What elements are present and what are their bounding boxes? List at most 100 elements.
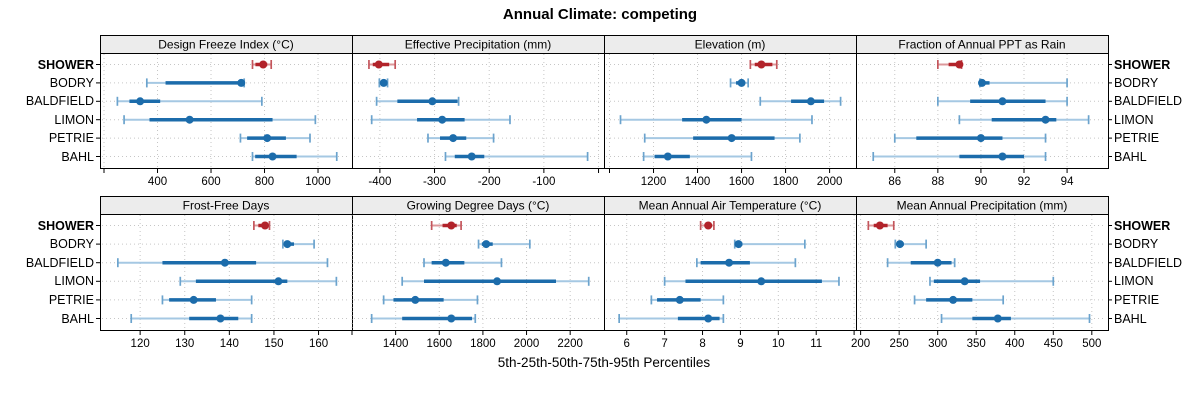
axis-tick-label: 250 <box>890 338 909 350</box>
row-label-bahl: BAHL <box>61 149 94 164</box>
axis-tick-label: 1800 <box>773 176 799 188</box>
panel-strip-title: Design Freeze Index (°C) <box>158 38 294 52</box>
median-dot <box>702 115 711 124</box>
median-dot <box>220 258 229 267</box>
axis-tick-label: 1600 <box>426 338 452 350</box>
median-dot <box>875 221 884 230</box>
axis-tick-label: 200 <box>851 338 870 350</box>
row-label-petrie: PETRIE <box>48 292 94 307</box>
row-label-baldfield: BALDFIELD <box>1114 255 1183 270</box>
median-dot <box>895 240 904 249</box>
axis-tick-label: 90 <box>975 176 988 188</box>
row-label-limon: LIMON <box>1114 274 1154 289</box>
axis-tick-label: 88 <box>931 176 944 188</box>
panel-strip-title: Effective Precipitation (mm) <box>405 38 552 52</box>
axis-tick-label: 94 <box>1061 176 1074 188</box>
panel-frame <box>100 214 353 331</box>
median-dot <box>1041 115 1050 124</box>
row-label-petrie: PETRIE <box>48 131 94 146</box>
axis-tick-label: -300 <box>423 176 446 188</box>
median-dot <box>734 240 743 249</box>
median-dot <box>978 78 986 87</box>
axis-tick-label: 1800 <box>470 338 496 350</box>
median-dot <box>189 295 198 304</box>
axis-tick-label: 600 <box>201 176 220 188</box>
axis-tick-label: 160 <box>309 338 328 350</box>
axis-tick-label: 92 <box>1018 176 1031 188</box>
row-label-bahl: BAHL <box>1114 311 1147 326</box>
row-label-limon: LIMON <box>54 112 94 127</box>
median-dot <box>757 60 766 69</box>
median-dot <box>428 97 437 106</box>
median-dot <box>259 60 268 69</box>
row-label-bodry: BODRY <box>49 75 94 90</box>
panel-strip-title: Frost-Free Days <box>183 199 270 213</box>
axis-tick-label: 2200 <box>557 338 583 350</box>
axis-tick-label: 150 <box>264 338 283 350</box>
median-dot <box>438 115 447 124</box>
median-dot <box>757 277 766 286</box>
axis-tick-label: 450 <box>1044 338 1063 350</box>
median-dot <box>411 295 420 304</box>
panel-frame <box>856 53 1109 169</box>
median-dot <box>933 258 942 267</box>
axis-tick-label: 500 <box>1082 338 1101 350</box>
row-label-shower: SHOWER <box>37 57 94 72</box>
median-dot <box>949 295 958 304</box>
axis-tick-label: 86 <box>888 176 901 188</box>
median-dot <box>993 314 1002 323</box>
row-label-bodry: BODRY <box>1114 75 1159 90</box>
median-dot <box>274 277 283 286</box>
median-dot <box>441 258 450 267</box>
axis-tick-label: 400 <box>148 176 167 188</box>
panel-strip-title: Elevation (m) <box>695 38 766 52</box>
median-dot <box>216 314 225 323</box>
axis-tick-label: 7 <box>661 338 667 350</box>
median-dot <box>447 314 456 323</box>
median-dot <box>725 258 734 267</box>
median-dot <box>663 152 672 161</box>
axis-tick-label: -200 <box>478 176 501 188</box>
row-label-limon: LIMON <box>1114 112 1154 127</box>
panel-strip-title: Mean Annual Air Temperature (°C) <box>639 199 822 213</box>
axis-tick-label: 9 <box>737 338 743 350</box>
axis-tick-label: 1200 <box>641 176 667 188</box>
row-label-limon: LIMON <box>54 274 94 289</box>
row-label-baldfield: BALDFIELD <box>25 255 94 270</box>
median-dot <box>960 277 969 286</box>
panel-frame <box>604 53 857 169</box>
median-dot <box>283 240 292 249</box>
row-label-baldfield: BALDFIELD <box>25 94 94 109</box>
median-dot <box>136 97 145 106</box>
median-dot <box>704 314 713 323</box>
median-dot <box>675 295 684 304</box>
row-label-shower: SHOWER <box>1114 57 1171 72</box>
median-dot <box>261 221 270 230</box>
panel-strip <box>856 35 1109 54</box>
median-dot <box>467 152 476 161</box>
median-dot <box>379 78 388 87</box>
axis-tick-label: 8 <box>699 338 705 350</box>
row-label-shower: SHOWER <box>1114 218 1171 233</box>
median-dot <box>998 97 1007 106</box>
median-dot <box>449 134 458 143</box>
median-dot <box>482 240 491 249</box>
row-label-bodry: BODRY <box>49 237 94 252</box>
panel-frame <box>604 214 857 331</box>
median-dot <box>493 277 502 286</box>
axis-tick-label: 120 <box>131 338 150 350</box>
panel-strip-title: Growing Degree Days (°C) <box>407 199 550 213</box>
row-label-baldfield: BALDFIELD <box>1114 94 1183 109</box>
axis-tick-label: 2000 <box>817 176 843 188</box>
axis-tick-label: 800 <box>255 176 274 188</box>
axis-tick-label: 1600 <box>729 176 755 188</box>
panel-frame <box>856 214 1109 331</box>
axis-tick-label: 1000 <box>305 176 331 188</box>
median-dot <box>374 60 383 69</box>
median-dot <box>447 221 456 230</box>
panel-strip <box>856 196 1109 215</box>
row-label-bodry: BODRY <box>1114 237 1159 252</box>
axis-tick-label: 1400 <box>383 338 409 350</box>
